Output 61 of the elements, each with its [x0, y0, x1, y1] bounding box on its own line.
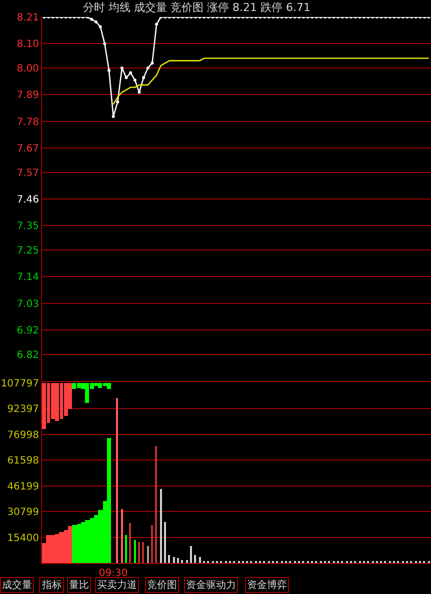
- bar: [181, 560, 183, 563]
- bar: [94, 383, 98, 386]
- bar: [194, 555, 196, 563]
- bar: [129, 523, 131, 563]
- text: 买卖力道: [97, 579, 137, 591]
- y-tick-label: 7.03: [16, 298, 39, 310]
- bar: [107, 383, 111, 389]
- bar: [147, 546, 149, 563]
- y-tick-label: 8.00: [16, 63, 39, 74]
- y-tick-label: 7.14: [16, 272, 39, 284]
- y-tick-label: 6.92: [16, 326, 39, 337]
- text: 竞价图: [147, 579, 177, 591]
- bar: [55, 383, 59, 421]
- y-tick-label: 7.57: [16, 168, 39, 179]
- bar: [142, 542, 144, 563]
- y-tick-label: 7.35: [16, 221, 39, 232]
- bar: [68, 526, 72, 563]
- y-tick-label: 107797: [0, 378, 39, 390]
- y-tick-label: 6.82: [16, 350, 39, 361]
- y-tick-label: 7.25: [16, 245, 39, 256]
- y-tick-label: 8.10: [16, 39, 39, 50]
- y-tick-label: 7.89: [16, 90, 39, 102]
- y-tick-label: 7.46: [16, 194, 39, 206]
- chart-title: 分时 均线 成交量 竞价图 涨停 8.21 跌停 6.71: [83, 1, 310, 14]
- y-tick-label: 8.21: [16, 12, 39, 24]
- y-tick-label: 61598: [7, 456, 39, 467]
- y-tick-label: 46199: [7, 481, 39, 492]
- bar: [64, 383, 68, 416]
- bar: [138, 542, 140, 563]
- y-tick-label: 15400: [7, 532, 39, 544]
- bar: [151, 525, 153, 563]
- bar: [168, 555, 170, 563]
- y-tick-label: 7.67: [16, 144, 39, 155]
- bar: [72, 525, 77, 563]
- line-series: [112, 58, 430, 106]
- bar: [59, 532, 64, 563]
- bar: [107, 438, 111, 563]
- bar: [42, 383, 46, 429]
- y-tick-label: 76998: [7, 430, 39, 441]
- bar: [177, 558, 179, 563]
- y-tick-label: 92397: [7, 404, 39, 416]
- bar: [160, 489, 162, 563]
- bar: [155, 446, 157, 563]
- y-tick-label: 30799: [7, 507, 39, 518]
- y-tick-label: 7.78: [16, 116, 39, 128]
- bar: [116, 398, 118, 563]
- bar: [85, 520, 90, 563]
- bar: [173, 557, 175, 563]
- bar: [199, 557, 201, 563]
- bar: [164, 522, 166, 563]
- text: 资金博弈: [247, 579, 287, 591]
- text: 资金驱动力: [186, 579, 236, 591]
- bar: [51, 383, 55, 419]
- bar: [46, 535, 51, 563]
- bar: [190, 546, 192, 563]
- text: 指标: [41, 579, 62, 591]
- x-tick-label: 09:30: [98, 568, 128, 579]
- bar: [121, 509, 123, 563]
- bar: [186, 560, 188, 563]
- text: 成交量: [2, 579, 32, 591]
- text: 量比: [69, 579, 89, 591]
